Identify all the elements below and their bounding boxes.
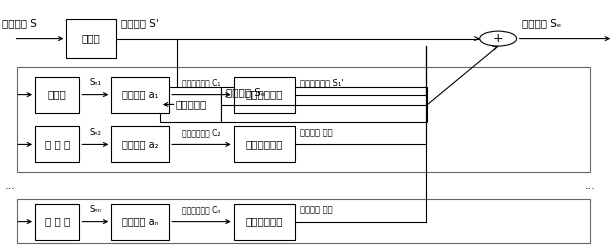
Text: 傅里叶变换: 傅里叶变换 bbox=[175, 100, 206, 110]
Text: Sₙ₁: Sₙ₁ bbox=[89, 78, 101, 87]
Text: 时域补偶 信号: 时域补偶 信号 bbox=[300, 128, 333, 137]
Bar bbox=[35, 204, 79, 240]
Circle shape bbox=[480, 31, 517, 46]
Text: 输出信号 Sₑ: 输出信号 Sₑ bbox=[522, 19, 561, 29]
Text: 时域信号 S': 时域信号 S' bbox=[121, 19, 158, 29]
Bar bbox=[234, 126, 295, 163]
Bar bbox=[160, 87, 221, 122]
Text: 滤 波 器: 滤 波 器 bbox=[44, 139, 70, 149]
Text: 滤 波 器: 滤 波 器 bbox=[44, 217, 70, 227]
Bar bbox=[66, 19, 116, 58]
Text: 傅里叶反变换: 傅里叶反变换 bbox=[246, 217, 283, 227]
Text: 时域信号 S: 时域信号 S bbox=[2, 19, 37, 29]
Text: 补偿系数 a₁: 补偿系数 a₁ bbox=[122, 90, 159, 100]
Text: ...: ... bbox=[5, 181, 16, 190]
Bar bbox=[35, 76, 79, 113]
Text: 补偿系数 aₙ: 补偿系数 aₙ bbox=[122, 217, 159, 227]
Text: 补偿系数 a₂: 补偿系数 a₂ bbox=[122, 139, 159, 149]
Bar bbox=[111, 204, 169, 240]
Bar bbox=[234, 76, 295, 113]
Text: 时域补偶 信号: 时域补偶 信号 bbox=[300, 205, 333, 214]
Text: 傅里叶反变换: 傅里叶反变换 bbox=[246, 90, 283, 100]
Text: 频域信号 Sₑ: 频域信号 Sₑ bbox=[226, 87, 266, 97]
Bar bbox=[111, 126, 169, 163]
Bar bbox=[17, 67, 590, 172]
Bar bbox=[17, 199, 590, 243]
Text: Sₙₙ: Sₙₙ bbox=[89, 205, 101, 214]
Text: 傅里叶反变换: 傅里叶反变换 bbox=[246, 139, 283, 149]
Text: ...: ... bbox=[584, 181, 595, 190]
Bar bbox=[234, 204, 295, 240]
Text: 放大器: 放大器 bbox=[82, 34, 100, 44]
Bar bbox=[35, 126, 79, 163]
Text: 频域补偶信号 C₁: 频域补偶信号 C₁ bbox=[182, 78, 221, 87]
Text: +: + bbox=[493, 32, 504, 45]
Bar bbox=[221, 87, 427, 122]
Bar bbox=[111, 76, 169, 113]
Text: 滤波器: 滤波器 bbox=[48, 90, 66, 100]
Text: 频域补偶信号 C₂: 频域补偶信号 C₂ bbox=[182, 128, 221, 137]
Text: 频域补偶信号 Cₙ: 频域补偶信号 Cₙ bbox=[182, 205, 221, 214]
Text: Sₙ₂: Sₙ₂ bbox=[89, 128, 101, 137]
Text: 时域补偶信号 S₁': 时域补偶信号 S₁' bbox=[300, 78, 344, 87]
